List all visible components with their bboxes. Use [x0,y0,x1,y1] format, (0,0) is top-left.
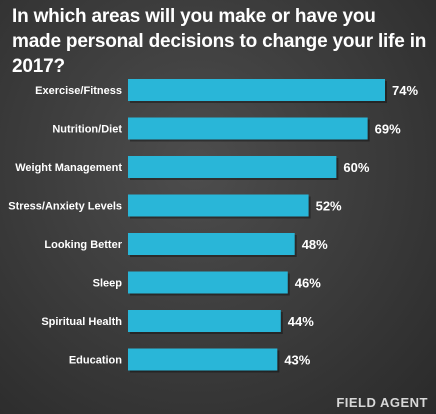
value-label: 69% [375,122,401,137]
bar-3 [128,194,309,217]
category-label: Nutrition/Diet [52,124,122,136]
value-label: 44% [288,314,314,329]
category-label: Looking Better [44,239,122,251]
bar-7 [128,348,278,371]
category-label: Education [69,355,122,367]
category-label: Spiritual Health [41,316,122,328]
field-agent-logo: FIELD AGENT [336,395,428,410]
bar-5 [128,271,288,294]
bar-0 [128,79,385,101]
value-label: 46% [295,276,321,291]
chart-title: In which areas will you make or have you… [12,6,427,77]
bar-2 [128,156,337,178]
category-label: Sleep [93,278,123,290]
bar-4 [128,233,295,255]
category-label: Exercise/Fitness [35,85,122,97]
value-label: 48% [302,237,328,252]
category-label: Weight Management [15,162,122,174]
value-label: 60% [343,160,369,175]
bar-6 [128,310,281,332]
value-label: 52% [316,199,342,214]
value-label: 74% [392,83,418,98]
category-label: Stress/Anxiety Levels [8,201,122,213]
bar-1 [128,117,368,140]
value-label: 43% [284,353,310,368]
